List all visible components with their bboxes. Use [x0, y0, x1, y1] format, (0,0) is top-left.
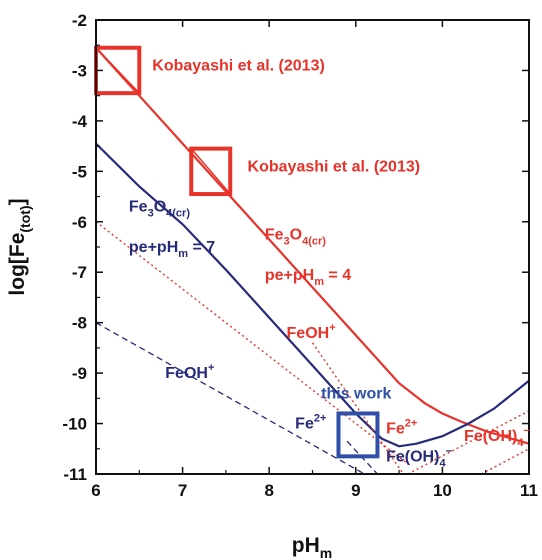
- annotation-fe2-blue: Fe2+: [295, 413, 326, 433]
- annotation-kob1: Kobayashi et al. (2013): [152, 57, 325, 74]
- annotation-feoh4-blue: Fe(OH)4−: [386, 445, 452, 469]
- annotation-pe-red: pe+pHm = 4: [265, 267, 351, 288]
- y-tick-label: -4: [72, 112, 88, 131]
- annotation-thiswork: this work: [321, 385, 391, 402]
- annotation-feoh-blue: FeOH+: [165, 362, 214, 382]
- highlight-box-1: [189, 146, 233, 197]
- x-tick-label: 8: [264, 481, 273, 500]
- annotation-fe3o4-blue: Fe3O4(cr): [129, 199, 190, 220]
- series-line-3: [311, 342, 404, 474]
- series-line-1: [96, 142, 529, 448]
- series-line-2: [96, 221, 409, 465]
- y-tick-label: -9: [72, 364, 87, 383]
- highlight-box-diagonal-1: [190, 148, 231, 195]
- annotation-fe3o4-red: Fe3O4(cr): [265, 226, 326, 247]
- series-line-5: [481, 448, 529, 474]
- x-tick-label: 10: [433, 481, 452, 500]
- x-tick-label: 6: [91, 481, 100, 500]
- annotation-kob2: Kobayashi et al. (2013): [248, 158, 421, 175]
- annotation-feoh4-red: Fe(OH)4−: [464, 425, 530, 449]
- tick-layer: 6 7 8 9 10 11 -2 -3 -4 -5 -6 -7 -8 -9 -10 -11: [62, 11, 538, 500]
- series-line-0: [96, 46, 529, 445]
- annotation-layer: Kobayashi et al. (2013) Kobayashi et al. …: [129, 57, 530, 469]
- y-tick-label: -6: [72, 213, 87, 232]
- y-tick-label: -10: [62, 415, 87, 434]
- highlight-box-diagonal-0: [95, 47, 140, 94]
- x-tick-label: 7: [178, 481, 187, 500]
- series-layer: [96, 46, 529, 474]
- annotation-feoh-red: FeOH+: [287, 322, 336, 342]
- annotation-pe-blue: pe+pHm = 7: [129, 239, 215, 260]
- y-tick-label: -2: [72, 11, 87, 30]
- highlight-box-2: [336, 411, 380, 459]
- y-tick-label: -5: [72, 162, 87, 181]
- y-tick-label: -8: [72, 314, 87, 333]
- y-tick-label: -7: [72, 263, 87, 282]
- x-axis-label: pHm: [292, 534, 332, 560]
- y-tick-label: -11: [63, 465, 87, 484]
- series-line-6: [96, 322, 365, 474]
- y-axis-label: log[Fe(tot)]: [6, 198, 33, 295]
- x-tick-label: 9: [351, 481, 360, 500]
- annotation-fe2-red: Fe2+: [386, 418, 417, 438]
- x-tick-label: 11: [520, 481, 538, 500]
- y-tick-label: -3: [72, 61, 87, 80]
